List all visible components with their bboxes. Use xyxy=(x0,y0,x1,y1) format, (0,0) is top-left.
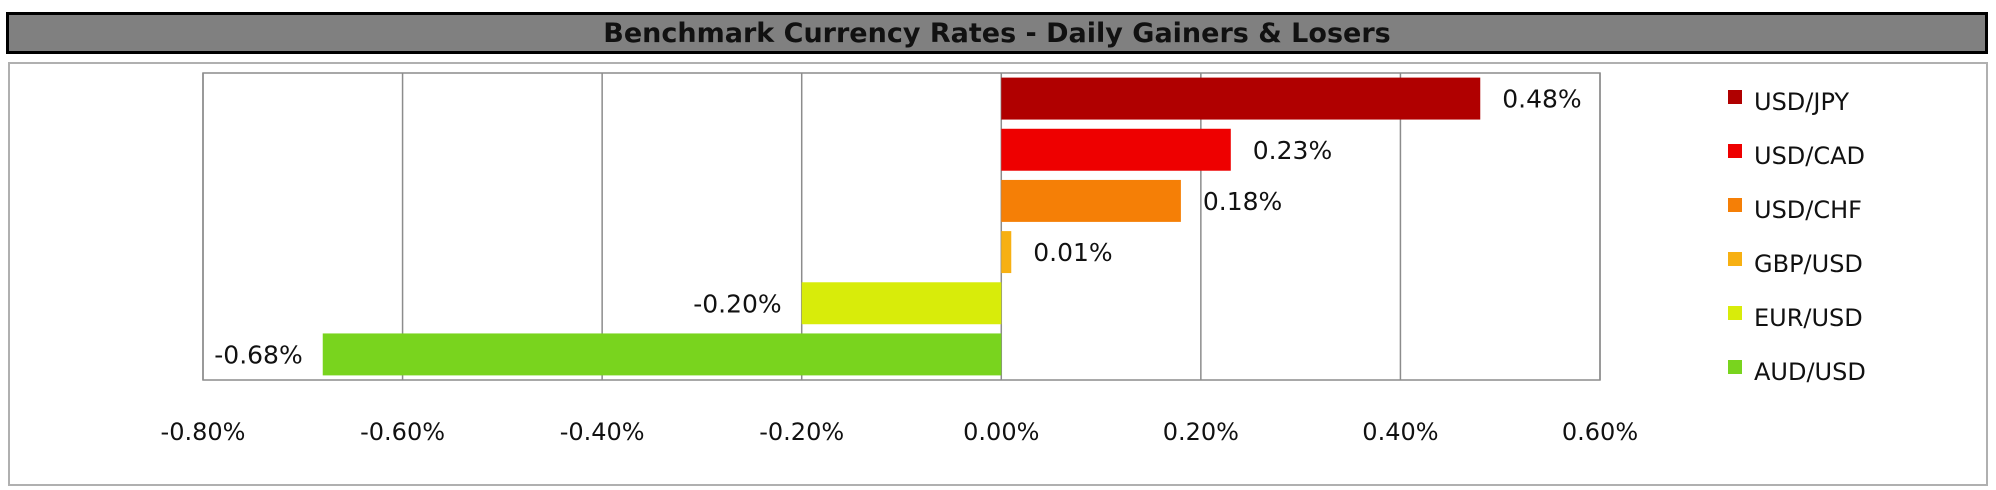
bars xyxy=(322,77,1481,376)
x-tick-label: -0.80% xyxy=(161,418,246,446)
data-label: 0.48% xyxy=(1502,85,1581,114)
legend-swatch xyxy=(1728,198,1742,212)
legend-swatch xyxy=(1728,90,1742,104)
bar-gbp-usd xyxy=(1001,231,1012,274)
data-label: 0.18% xyxy=(1203,187,1282,216)
chart-area xyxy=(8,62,1988,486)
bar-aud-usd xyxy=(322,333,1002,376)
data-label: 0.01% xyxy=(1033,238,1112,267)
x-tick-label: 0.40% xyxy=(1362,418,1438,446)
x-tick-label: 0.60% xyxy=(1562,418,1638,446)
legend-entry: USD/CHF xyxy=(1754,196,1862,224)
gridlines xyxy=(202,72,1601,381)
x-tick-label: -0.40% xyxy=(560,418,645,446)
bar-usd-chf xyxy=(1001,179,1181,222)
x-tick-label: -0.60% xyxy=(360,418,445,446)
bar-usd-cad xyxy=(1001,128,1231,171)
legend-entry: GBP/USD xyxy=(1754,250,1863,278)
legend-swatch xyxy=(1728,306,1742,320)
bar-usd-jpy xyxy=(1001,77,1481,120)
x-tick-label: 0.20% xyxy=(1163,418,1239,446)
chart-title: Benchmark Currency Rates - Daily Gainers… xyxy=(603,17,1391,49)
legend-swatch xyxy=(1728,144,1742,158)
legend-entry: EUR/USD xyxy=(1754,304,1863,332)
legend-entry: USD/JPY xyxy=(1754,88,1849,116)
x-axis-ticks: -0.80% -0.60% -0.40% -0.20% 0.00% 0.20% 0.40% 0… xyxy=(161,418,1639,446)
bar-eur-usd xyxy=(801,282,1002,325)
x-tick-label: -0.20% xyxy=(759,418,844,446)
data-label: -0.20% xyxy=(693,289,781,318)
title-bar: Benchmark Currency Rates - Daily Gainers… xyxy=(6,12,1988,54)
legend-entry: USD/CAD xyxy=(1754,142,1865,170)
x-tick-label: 0.00% xyxy=(963,418,1039,446)
data-label: 0.23% xyxy=(1253,136,1332,165)
legend: USD/JPY USD/CAD USD/CHF GBP/USD EUR/USD AUD/U… xyxy=(1728,88,1866,386)
legend-swatch xyxy=(1728,360,1742,374)
legend-swatch xyxy=(1728,252,1742,266)
data-labels: 0.48% 0.23% 0.18% 0.01% -0.20% -0.68% xyxy=(214,85,1581,370)
data-label: -0.68% xyxy=(214,340,302,369)
legend-entry: AUD/USD xyxy=(1754,358,1866,386)
